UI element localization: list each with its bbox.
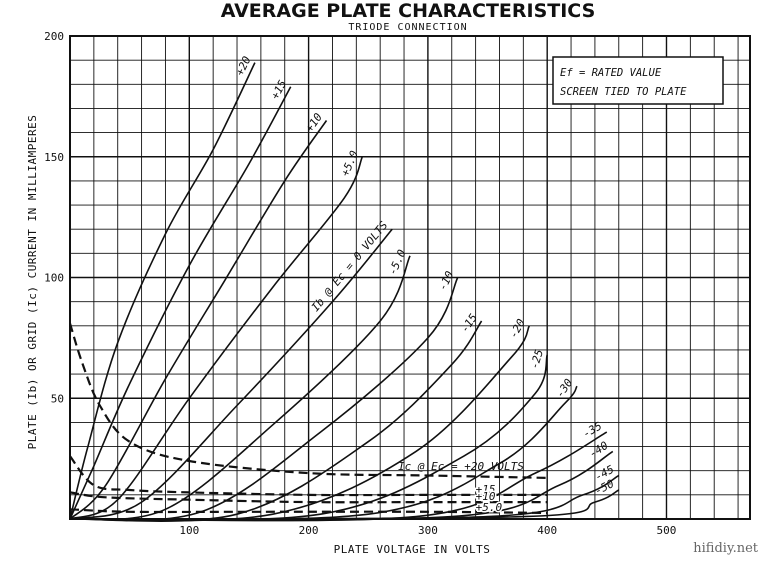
plate-curve-label: +10	[303, 111, 325, 135]
grid	[70, 36, 750, 519]
plate-current-line	[69, 156, 364, 520]
y-tick-label: 150	[44, 151, 64, 164]
x-tick-label: 300	[418, 524, 438, 537]
chart-subtitle: TRIODE CONNECTION	[348, 22, 467, 33]
plate-curve-label: -15	[458, 311, 480, 335]
grid-current-line	[69, 455, 548, 497]
y-axis-label: PLATE (Ib) OR GRID (Ic) CURRENT IN MILLI…	[26, 115, 39, 450]
plate-curve-label: Ib @ Ec = 0 VOLTS	[309, 219, 391, 314]
grid-curve-label: Ic @ Ec = +20 VOLTS	[398, 460, 524, 473]
note-line-1: Ef = RATED VALUE	[560, 67, 662, 79]
grid-current-curves	[68, 323, 548, 515]
watermark-text: hifidiy.net	[693, 541, 758, 556]
note-line-2: SCREEN TIED TO PLATE	[560, 86, 687, 98]
grid-curve-label: +5.0	[476, 501, 503, 514]
plate-current-line	[69, 62, 256, 520]
plate-current-line	[69, 120, 328, 520]
grid-current-line	[68, 323, 548, 479]
grid-curve-label: +15	[476, 483, 496, 496]
grid-current-line	[69, 491, 548, 504]
plate-current-line	[69, 431, 608, 522]
plate-current-line	[69, 489, 620, 520]
plate-curve-label: +20	[233, 54, 253, 78]
x-tick-label: 400	[537, 524, 557, 537]
grid-current-line	[69, 508, 548, 515]
plate-curve-label: -30	[553, 376, 575, 400]
x-tick-label: 100	[179, 524, 199, 537]
plate-curve-label: -25	[528, 348, 546, 371]
x-axis-label: PLATE VOLTAGE IN VOLTS	[334, 543, 491, 556]
y-tick-label: 100	[44, 272, 64, 285]
chart-title: AVERAGE PLATE CHARACTERISTICS	[221, 0, 596, 22]
tick-labels: 100 200 300 400 500 50 100 150 200	[44, 30, 676, 537]
plate-current-line	[69, 255, 411, 521]
x-tick-label: 500	[657, 524, 677, 537]
x-tick-label: 200	[299, 524, 319, 537]
plate-curve-label: +15	[268, 78, 289, 102]
plate-curve-label: +5.0	[339, 148, 362, 178]
y-tick-label: 50	[51, 392, 64, 405]
note-box: Ef = RATED VALUE SCREEN TIED TO PLATE	[552, 56, 724, 105]
grid-curve-label: +10	[476, 490, 496, 503]
y-tick-label: 200	[44, 30, 64, 43]
plate-current-line	[69, 228, 393, 520]
plate-current-line	[69, 86, 292, 520]
plate-current-curves	[69, 62, 620, 523]
